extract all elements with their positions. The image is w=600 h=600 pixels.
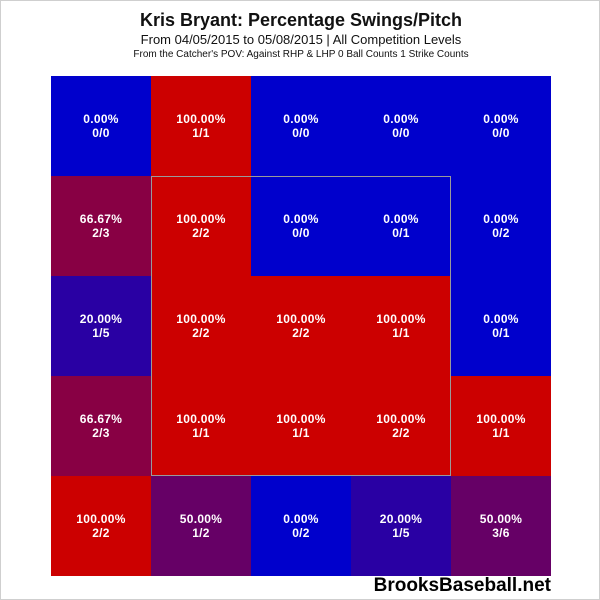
cell-count: 1/1 (292, 426, 310, 440)
cell-percentage: 100.00% (76, 512, 126, 526)
cell-percentage: 66.67% (79, 212, 123, 226)
cell-count: 2/2 (192, 226, 210, 240)
chart-subtitle: From 04/05/2015 to 05/08/2015 | All Comp… (140, 32, 462, 47)
cell-count: 2/3 (92, 226, 110, 240)
cell-percentage: 0.00% (483, 212, 519, 226)
cell-count: 1/5 (392, 526, 410, 540)
cell-percentage: 0.00% (283, 212, 319, 226)
heatmap-cell: 50.00% 3/6 (451, 476, 551, 576)
cell-count: 2/2 (292, 326, 310, 340)
cell-count: 0/0 (292, 126, 310, 140)
heatmap-grid: 0.00% 0/0 100.00% 1/1 0.00% 0/0 0.00% 0/0 0.00% 0… (51, 76, 551, 576)
heatmap-cell: 100.00% 2/2 (151, 176, 251, 276)
heatmap-cell: 0.00% 0/1 (451, 276, 551, 376)
cell-count: 1/1 (492, 426, 510, 440)
cell-percentage: 0.00% (283, 112, 319, 126)
cell-count: 1/1 (192, 126, 210, 140)
cell-count: 2/2 (92, 526, 110, 540)
heatmap-cell: 0.00% 0/2 (251, 476, 351, 576)
cell-percentage: 20.00% (379, 512, 423, 526)
cell-percentage: 100.00% (176, 212, 226, 226)
chart-title: Kris Bryant: Percentage Swings/Pitch (139, 10, 463, 30)
cell-percentage: 100.00% (476, 412, 526, 426)
cell-percentage: 100.00% (276, 312, 326, 326)
cell-count: 2/3 (92, 426, 110, 440)
cell-count: 3/6 (492, 526, 510, 540)
heatmap-cell: 20.00% 1/5 (351, 476, 451, 576)
cell-percentage: 0.00% (283, 512, 319, 526)
heatmap-cell: 0.00% 0/0 (351, 76, 451, 176)
cell-percentage: 50.00% (479, 512, 523, 526)
cell-count: 2/2 (392, 426, 410, 440)
cell-count: 1/1 (392, 326, 410, 340)
cell-percentage: 66.67% (79, 412, 123, 426)
heatmap-cell: 100.00% 1/1 (151, 376, 251, 476)
heatmap-cell: 0.00% 0/0 (251, 76, 351, 176)
heatmap-cell: 0.00% 0/0 (451, 76, 551, 176)
heatmap-cell: 50.00% 1/2 (151, 476, 251, 576)
cell-percentage: 100.00% (176, 412, 226, 426)
cell-count: 0/2 (292, 526, 310, 540)
heatmap-cell: 100.00% 1/1 (151, 76, 251, 176)
heatmap-cell: 0.00% 0/2 (451, 176, 551, 276)
cell-count: 0/0 (392, 126, 410, 140)
heatmap-cell: 0.00% 0/1 (351, 176, 451, 276)
heatmap-cell: 0.00% 0/0 (251, 176, 351, 276)
cell-count: 0/1 (492, 326, 510, 340)
heatmap-cell: 100.00% 2/2 (251, 276, 351, 376)
heatmap-cell: 100.00% 1/1 (351, 276, 451, 376)
cell-percentage: 50.00% (179, 512, 223, 526)
cell-percentage: 100.00% (376, 412, 426, 426)
cell-count: 1/2 (192, 526, 210, 540)
heatmap-cell: 66.67% 2/3 (51, 376, 151, 476)
cell-percentage: 100.00% (176, 112, 226, 126)
cell-percentage: 100.00% (276, 412, 326, 426)
cell-count: 1/1 (192, 426, 210, 440)
chart-filters: From the Catcher's POV: Against RHP & LH… (133, 49, 469, 60)
cell-count: 0/0 (292, 226, 310, 240)
heatmap-cell: 100.00% 1/1 (251, 376, 351, 476)
heatmap-cell: 100.00% 2/2 (51, 476, 151, 576)
cell-count: 2/2 (192, 326, 210, 340)
cell-count: 0/0 (92, 126, 110, 140)
cell-count: 0/2 (492, 226, 510, 240)
heatmap-cell: 100.00% 2/2 (351, 376, 451, 476)
cell-count: 0/0 (492, 126, 510, 140)
cell-percentage: 20.00% (79, 312, 123, 326)
heatmap-cell: 0.00% 0/0 (51, 76, 151, 176)
heatmap-cell: 100.00% 1/1 (451, 376, 551, 476)
cell-percentage: 100.00% (376, 312, 426, 326)
cell-percentage: 0.00% (483, 112, 519, 126)
cell-percentage: 0.00% (483, 312, 519, 326)
cell-count: 1/5 (92, 326, 110, 340)
cell-percentage: 100.00% (176, 312, 226, 326)
heatmap-cell: 66.67% 2/3 (51, 176, 151, 276)
heatmap-cell: 100.00% 2/2 (151, 276, 251, 376)
cell-percentage: 0.00% (383, 212, 419, 226)
cell-count: 0/1 (392, 226, 410, 240)
heatmap-cell: 20.00% 1/5 (51, 276, 151, 376)
cell-percentage: 0.00% (83, 112, 119, 126)
watermark: BrooksBaseball.net (373, 575, 551, 596)
cell-percentage: 0.00% (383, 112, 419, 126)
